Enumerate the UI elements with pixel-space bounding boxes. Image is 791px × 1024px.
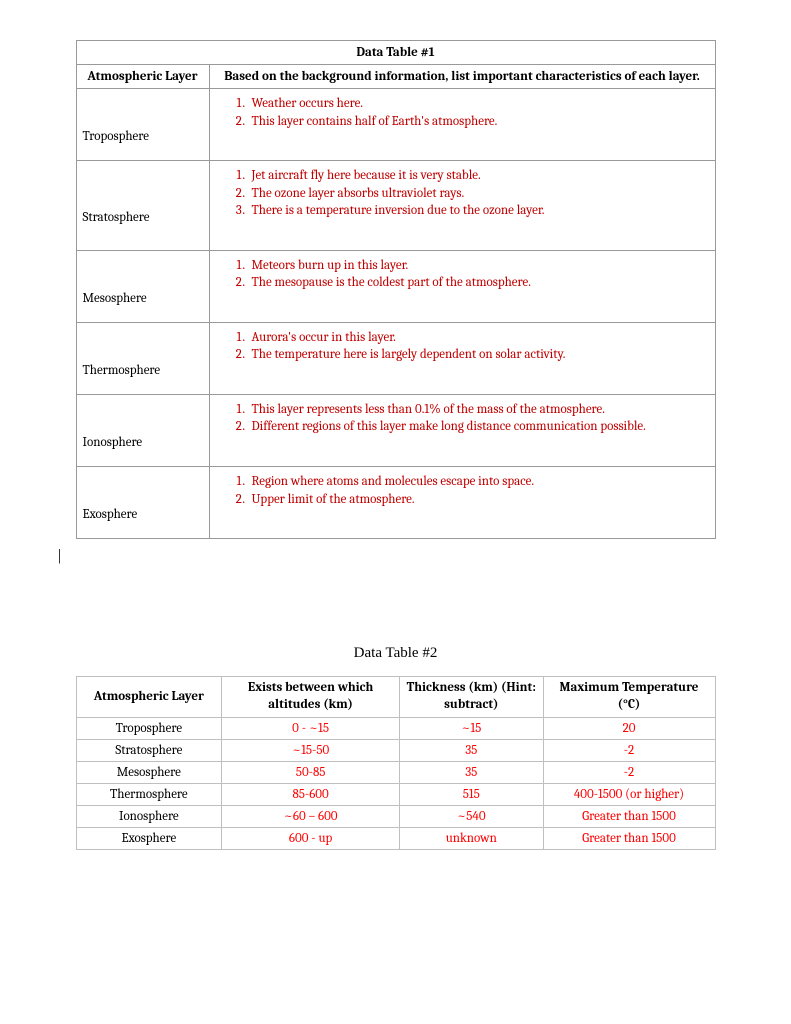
altitude-value: 600 - up: [222, 827, 400, 849]
table-row: Troposphere Weather occurs here. This la…: [76, 89, 715, 161]
table-row: Stratosphere ~15-50 35 -2: [76, 739, 715, 761]
table-row: Mesosphere Meteors burn up in this layer…: [76, 250, 715, 322]
list-item: Region where atoms and molecules escape …: [248, 473, 709, 491]
altitude-value: 50-85: [222, 761, 400, 783]
layer-characteristics: Jet aircraft fly here because it is very…: [209, 161, 715, 251]
layer-name: Thermosphere: [76, 783, 222, 805]
temperature-value: Greater than 1500: [543, 805, 715, 827]
layer-name: Mesosphere: [76, 250, 209, 322]
layer-characteristics: Meteors burn up in this layer. The mesop…: [209, 250, 715, 322]
list-item: This layer contains half of Earth's atmo…: [248, 113, 709, 131]
layer-name: Stratosphere: [76, 161, 209, 251]
list-item: Meteors burn up in this layer.: [248, 257, 709, 275]
layer-name: Troposphere: [76, 89, 209, 161]
list-item: The temperature here is largely dependen…: [248, 346, 709, 364]
layer-characteristics: Region where atoms and molecules escape …: [209, 467, 715, 539]
table2-header-row: Atmospheric Layer Exists between which a…: [76, 677, 715, 718]
thickness-value: 515: [400, 783, 543, 805]
layer-name: Thermosphere: [76, 322, 209, 394]
layer-characteristics: Weather occurs here. This layer contains…: [209, 89, 715, 161]
list-item: Jet aircraft fly here because it is very…: [248, 167, 709, 185]
altitude-value: 0 - ~15: [222, 717, 400, 739]
layer-characteristics: This layer represents less than 0.1% of …: [209, 394, 715, 466]
table2-header-temperature: Maximum Temperature (°C): [543, 677, 715, 718]
temperature-value: Greater than 1500: [543, 827, 715, 849]
layer-characteristics: Aurora's occur in this layer. The temper…: [209, 322, 715, 394]
layer-name: Exosphere: [76, 467, 209, 539]
altitude-value: 85-600: [222, 783, 400, 805]
altitude-value: ~60 – 600: [222, 805, 400, 827]
data-table-1: Data Table #1 Atmospheric Layer Based on…: [76, 40, 716, 539]
table-row: Exosphere Region where atoms and molecul…: [76, 467, 715, 539]
table-row: Mesosphere 50-85 35 -2: [76, 761, 715, 783]
text-cursor-icon: |: [58, 547, 761, 565]
layer-name: Ionosphere: [76, 394, 209, 466]
table-row: Thermosphere 85-600 515 400-1500 (or hig…: [76, 783, 715, 805]
list-item: The mesopause is the coldest part of the…: [248, 274, 709, 292]
layer-name: Exosphere: [76, 827, 222, 849]
list-item: Upper limit of the atmosphere.: [248, 491, 709, 509]
table2-title: Data Table #2: [30, 645, 761, 662]
layer-name: Troposphere: [76, 717, 222, 739]
table-row: Ionosphere ~60 – 600 ~540 Greater than 1…: [76, 805, 715, 827]
temperature-value: 20: [543, 717, 715, 739]
list-item: There is a temperature inversion due to …: [248, 202, 709, 220]
list-item: Aurora's occur in this layer.: [248, 329, 709, 347]
table2-header-layer: Atmospheric Layer: [76, 677, 222, 718]
thickness-value: 35: [400, 739, 543, 761]
table1-title-row: Data Table #1: [76, 41, 715, 65]
thickness-value: unknown: [400, 827, 543, 849]
table-row: Exosphere 600 - up unknown Greater than …: [76, 827, 715, 849]
table-row: Ionosphere This layer represents less th…: [76, 394, 715, 466]
thickness-value: ~15: [400, 717, 543, 739]
list-item: Different regions of this layer make lon…: [248, 418, 709, 436]
layer-name: Mesosphere: [76, 761, 222, 783]
thickness-value: ~540: [400, 805, 543, 827]
data-table-2: Atmospheric Layer Exists between which a…: [76, 676, 716, 850]
table-row: Troposphere 0 - ~15 ~15 20: [76, 717, 715, 739]
table1-header-row: Atmospheric Layer Based on the backgroun…: [76, 65, 715, 89]
table2-header-altitudes: Exists between which altitudes (km): [222, 677, 400, 718]
table2-header-thickness: Thickness (km) (Hint: subtract): [400, 677, 543, 718]
layer-name: Ionosphere: [76, 805, 222, 827]
table1-header-layer: Atmospheric Layer: [76, 65, 209, 89]
temperature-value: 400-1500 (or higher): [543, 783, 715, 805]
list-item: This layer represents less than 0.1% of …: [248, 401, 709, 419]
temperature-value: -2: [543, 739, 715, 761]
table1-title: Data Table #1: [76, 41, 715, 65]
altitude-value: ~15-50: [222, 739, 400, 761]
table-row: Stratosphere Jet aircraft fly here becau…: [76, 161, 715, 251]
table1-header-characteristics: Based on the background information, lis…: [209, 65, 715, 89]
temperature-value: -2: [543, 761, 715, 783]
list-item: Weather occurs here.: [248, 95, 709, 113]
list-item: The ozone layer absorbs ultraviolet rays…: [248, 185, 709, 203]
table-row: Thermosphere Aurora's occur in this laye…: [76, 322, 715, 394]
thickness-value: 35: [400, 761, 543, 783]
layer-name: Stratosphere: [76, 739, 222, 761]
